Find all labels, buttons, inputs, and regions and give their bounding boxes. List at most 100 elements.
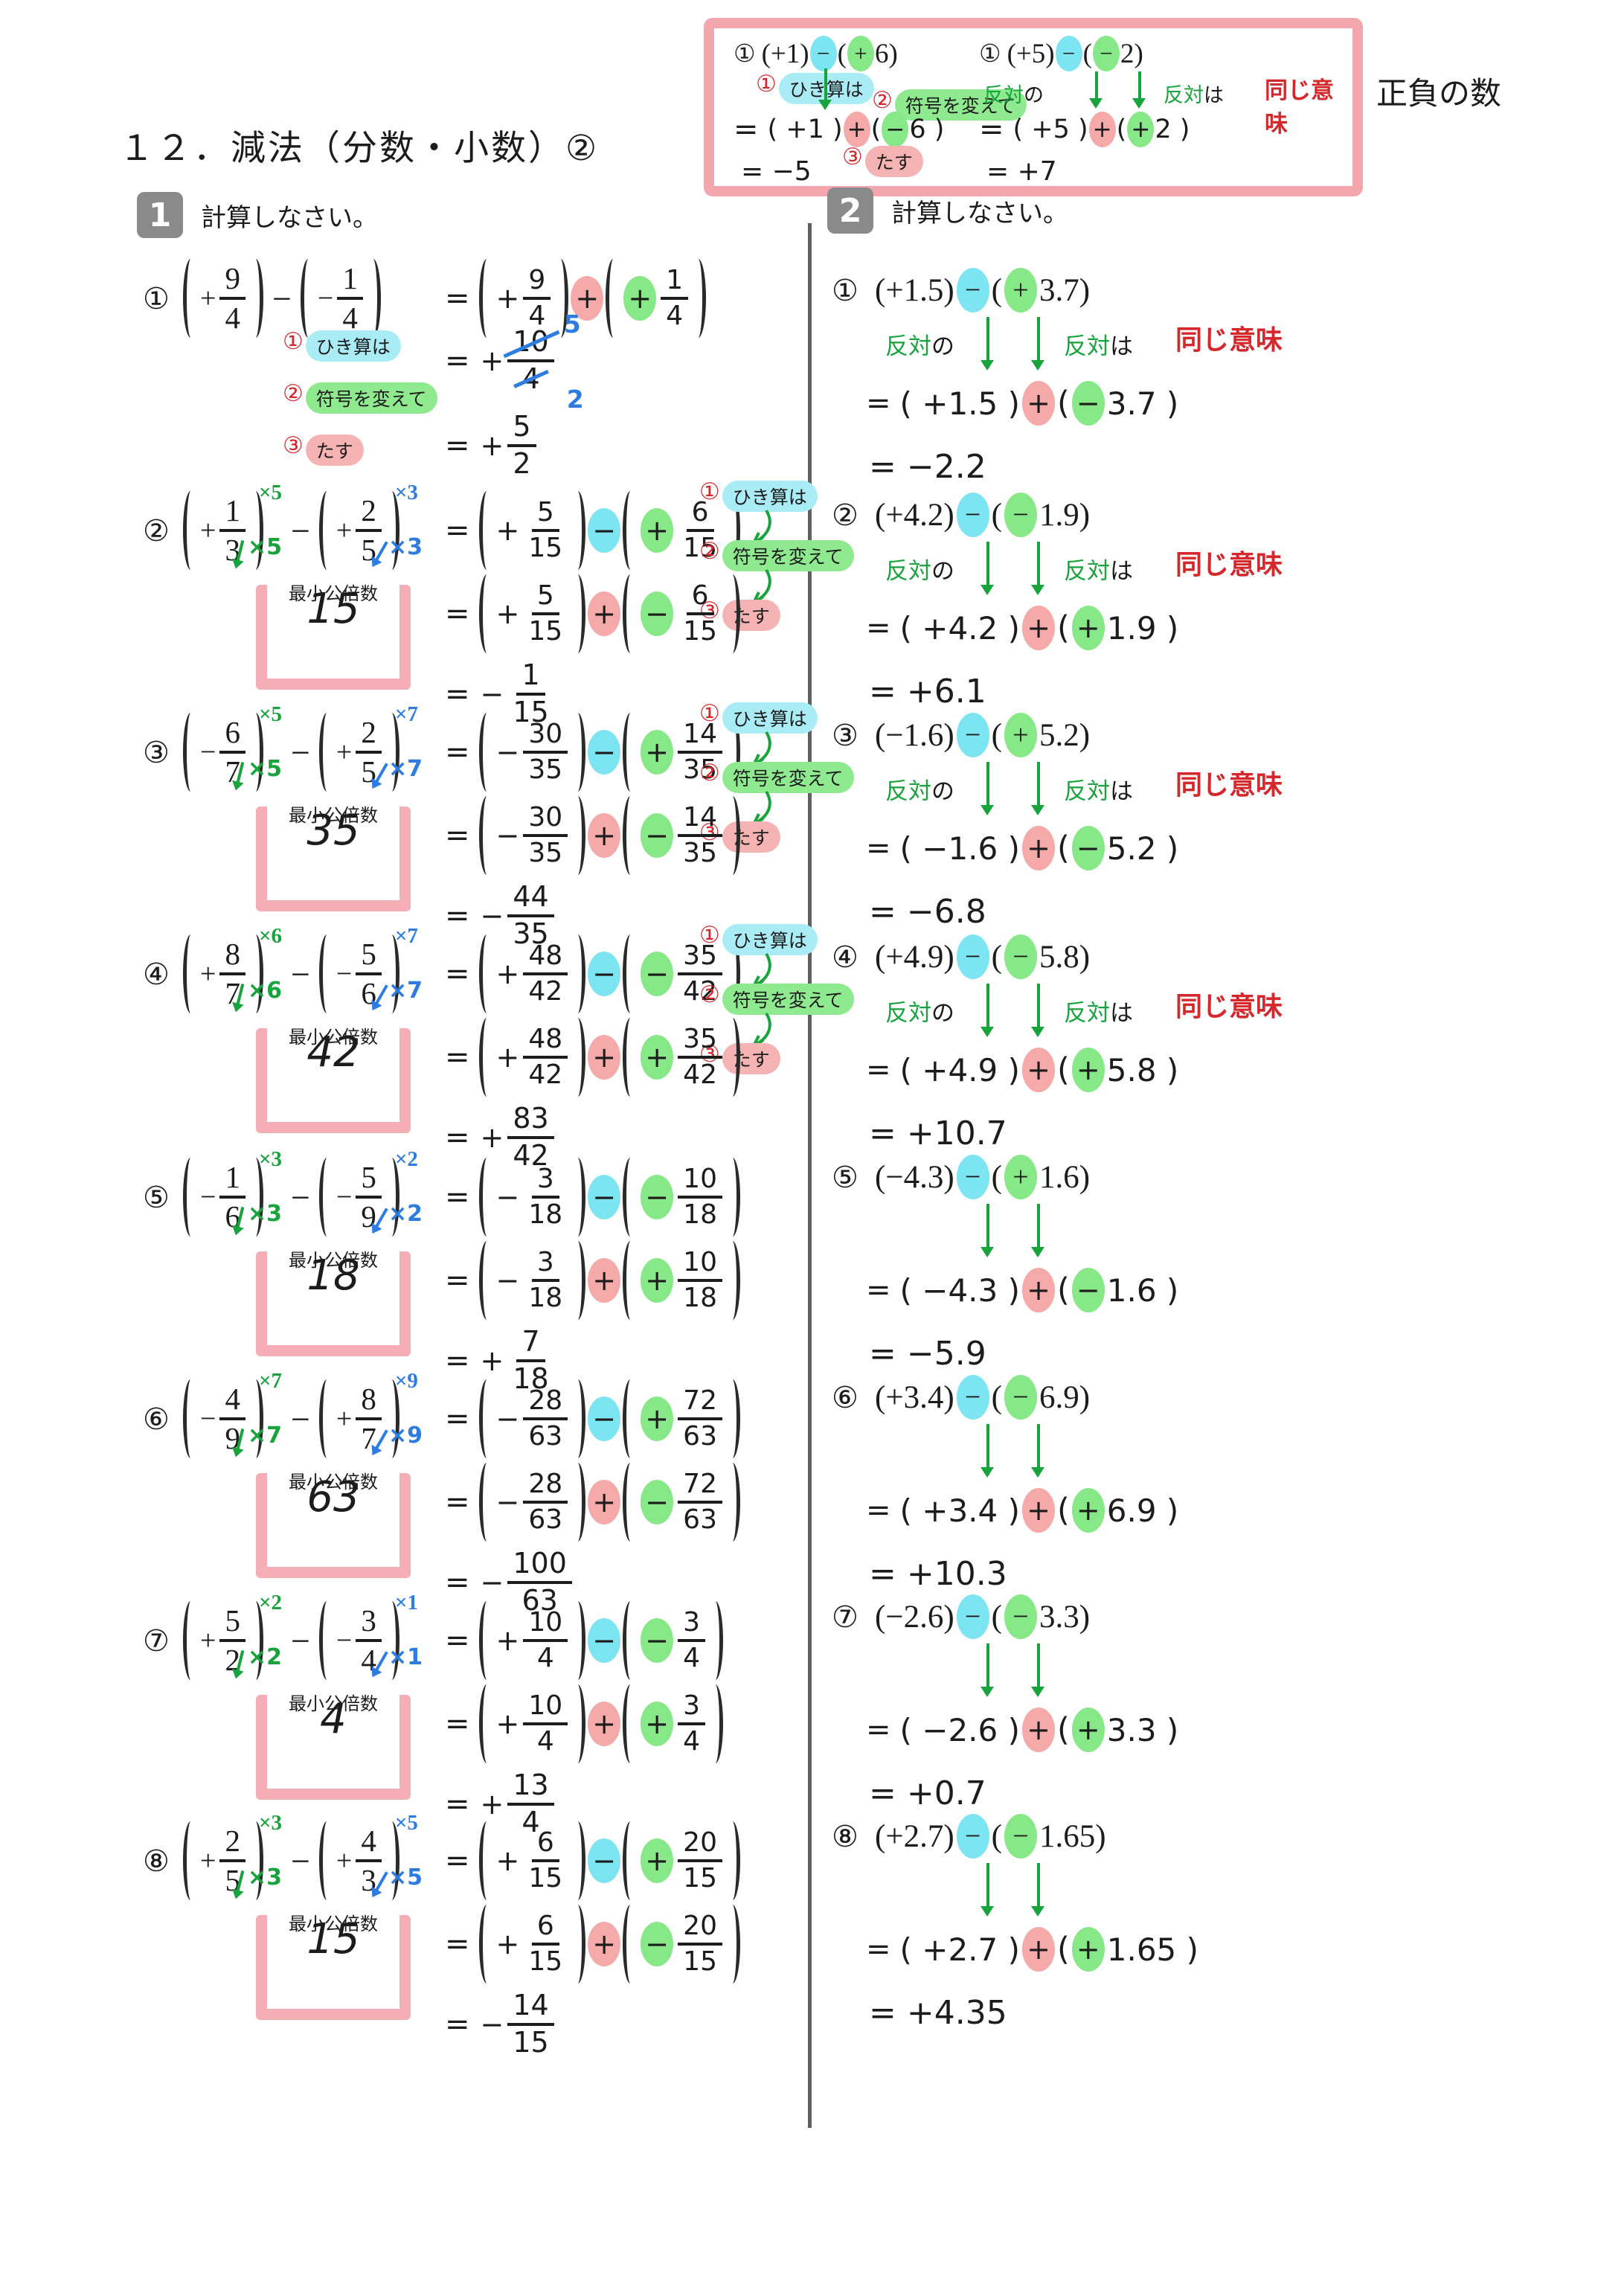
example-right-converted: = ( +5 ) + ( + 2 ) [979, 112, 1190, 147]
sign-highlight: − [1004, 1594, 1037, 1639]
paren: ( [1056, 1492, 1070, 1529]
fraction-b-common: 14 35 [678, 720, 722, 784]
result-line: = −5.9 [869, 1335, 986, 1373]
addend: 6 ) [909, 115, 945, 144]
plus-op-highlight: + [1021, 826, 1055, 870]
section1-badge: 1 [137, 192, 183, 238]
note-subtraction: ① ひき算は [699, 924, 841, 955]
sign-highlight: + [1004, 268, 1037, 312]
lcm-multiplier-a: ×5 [234, 534, 282, 567]
paren-right [248, 713, 263, 792]
sign-a: + [495, 514, 520, 547]
paren-right [570, 796, 586, 875]
result-fraction: 1 15 [513, 658, 549, 728]
paren-right [707, 1684, 724, 1763]
example-number: ① [979, 41, 1001, 68]
fraction-a-common: 48 42 [523, 1025, 568, 1089]
paren-right [384, 491, 399, 570]
result-sign: + [480, 1344, 504, 1377]
steps-note: ① ひき算は ② 符号を変えて ③ たす [699, 924, 854, 1074]
multiplier-a: ×5 [258, 702, 282, 726]
sign-highlight: + [1004, 713, 1037, 757]
fraction-b-common: 35 42 [678, 1025, 722, 1089]
minuend: ( +2.7 ) [899, 1931, 1020, 1968]
equals: = [445, 1707, 470, 1741]
paren-right [384, 934, 399, 1013]
lcm-label: 最小公倍数 [289, 1250, 378, 1271]
note-opposite-of: 反対の [885, 778, 954, 805]
equals: = [445, 1343, 470, 1378]
sign-highlight: − [1004, 934, 1037, 979]
changed-sign-highlight: + [1071, 1488, 1105, 1533]
result-line: = − 44 35 [445, 882, 556, 949]
addend: 3.7 ) [1106, 385, 1179, 422]
problem-line: ⑤ (−4.3) − ( + 1.6) [832, 1155, 1090, 1199]
operator-highlight: − [588, 730, 621, 775]
paren-left [623, 491, 638, 570]
plus-op-highlight: + [588, 1922, 621, 1966]
addition-line: = + 5 15 + − 6 15 [445, 574, 740, 653]
equals: = [445, 1786, 470, 1821]
decimal-problem: ④ (+4.9) − ( − 5.8) 反対の 反対は 同じ意味 = ( +4.… [832, 934, 1576, 1158]
multiplier-b: ×9 [394, 1369, 418, 1393]
lcm-bracket: 最小公倍数 4 [256, 1693, 411, 1800]
paren-left [478, 574, 495, 653]
paren-left [623, 1018, 638, 1097]
paren-right [248, 1158, 263, 1237]
paren-left [623, 1821, 638, 1900]
down-arrow-icon [981, 1863, 994, 1917]
paren-left [478, 934, 495, 1013]
equals: = [445, 597, 470, 631]
down-arrow-icon [1031, 1863, 1044, 1917]
subtrahend: 5.8) [1039, 939, 1091, 975]
note-same-meaning: 同じ意味 [1265, 77, 1334, 138]
problem-number: ② [143, 513, 170, 548]
paren: ( [991, 1159, 1002, 1195]
down-arrow-icon [1031, 542, 1044, 595]
note-change-sign: ② 符号を変えて [283, 382, 437, 414]
minus-op-highlight: − [1055, 36, 1082, 71]
section2-header: 2 計算しなさい。 [827, 187, 1068, 234]
subtrahend: 5.2) [1039, 717, 1091, 753]
note-change-sign: ② 符号を変えて [699, 540, 854, 571]
paren-left [318, 1601, 335, 1680]
paren-left [623, 934, 638, 1013]
lcm-note: ×2 ×1 最小公倍数 4 [234, 1644, 423, 1800]
fraction-b-common: 20 15 [678, 1829, 722, 1893]
paren: ( [991, 1818, 1002, 1854]
equals: = [445, 818, 470, 853]
equals: = [445, 343, 470, 378]
fraction-a-common: 10 4 [523, 1609, 568, 1673]
note-opposite-is: 反対は [1164, 84, 1224, 107]
changed-sign-highlight: + [641, 1702, 674, 1746]
lcm-multiplier-b: ×1 [372, 1644, 423, 1676]
addition-line: = − 30 35 + − 14 35 [445, 796, 740, 875]
sign-b: + [336, 1403, 353, 1434]
plus-op-highlight: + [1021, 1488, 1055, 1533]
sign-b: − [336, 1625, 353, 1656]
addend: 2 ) [1155, 115, 1190, 144]
problem-line: ① (+1.5) − ( + 3.7) [832, 268, 1090, 312]
paren-right [570, 1684, 586, 1763]
result-line: = − 14 15 [445, 1990, 556, 2058]
converted-expression: = + 48 42 − − 35 42 [445, 934, 740, 1013]
sign-highlight: + [1004, 1155, 1037, 1199]
paren-left [606, 259, 621, 338]
fraction-a-common: 5 15 [528, 580, 563, 647]
plus-op-highlight: + [588, 1258, 621, 1303]
lcm-note: ×3 ×5 最小公倍数 15 [234, 1864, 423, 2020]
problem-number: ③ [143, 735, 170, 769]
plus-op-highlight: + [1088, 112, 1116, 147]
down-arrow-icon [1031, 1644, 1044, 1697]
changed-sign-highlight: + [641, 1035, 674, 1080]
sign-a: − [495, 736, 520, 769]
paren-left [623, 1684, 638, 1763]
down-arrow-icon [981, 1644, 994, 1697]
sign-a: + [495, 1624, 520, 1657]
